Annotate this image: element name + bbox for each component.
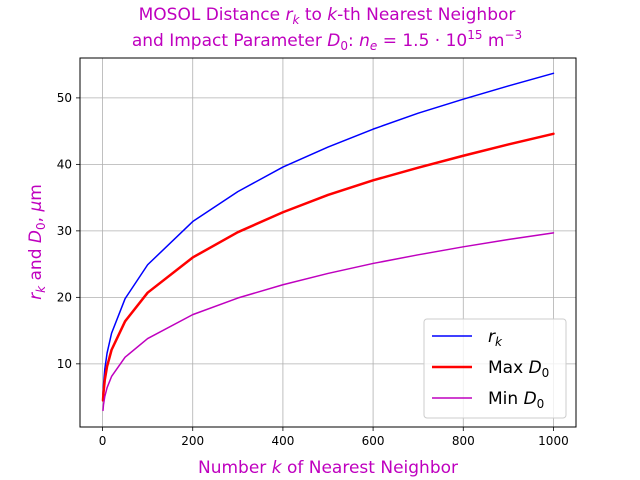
y-tick-label: 50	[57, 91, 72, 105]
series-line-min-d-0	[102, 232, 555, 412]
legend-label-max-d0: Max D0	[488, 358, 549, 380]
plot-frame	[79, 57, 577, 428]
x-tick-label: 1000	[538, 434, 569, 448]
y-tick-label: 20	[57, 290, 72, 304]
y-tick-label: 40	[57, 157, 72, 171]
x-tick-label: 0	[99, 434, 107, 448]
y-tick-label: 30	[57, 224, 72, 238]
x-tick-label: 400	[271, 434, 294, 448]
legend: rk Max D0 Min D0	[423, 318, 567, 419]
x-tick-label: 200	[181, 434, 204, 448]
chart-title-line1: MOSOL Distance rk to k-th Nearest Neighb…	[139, 5, 516, 27]
series-line-r-k	[102, 72, 555, 396]
x-tick-label: 800	[452, 434, 475, 448]
legend-label-rk: rk	[488, 327, 503, 349]
chart-title-line2: and Impact Parameter D0: ne = 1.5 · 1015…	[132, 28, 522, 53]
grid	[80, 58, 576, 427]
series-lines	[101, 72, 555, 412]
legend-box	[423, 318, 567, 419]
x-tick-label: 600	[362, 434, 385, 448]
y-tick-label: 10	[57, 357, 72, 371]
axis-ticks: 0 200 400 600 800 1000 10 20 30 40 50	[57, 91, 569, 448]
legend-label-min-d0: Min D0	[488, 389, 544, 411]
x-axis-label: Number k of Nearest Neighbor	[198, 458, 458, 478]
y-axis-label: rk and D0, μm	[26, 184, 48, 300]
series-line-max-d-0	[101, 132, 555, 402]
